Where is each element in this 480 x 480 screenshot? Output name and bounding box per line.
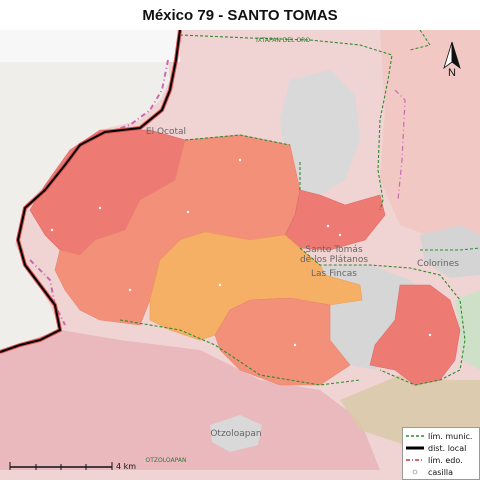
legend-item-district: dist. local: [406, 442, 476, 454]
label-otzoloapan: Otzoloapan: [210, 429, 261, 439]
legend-item-state: lím. edo.: [406, 454, 476, 466]
municipal-boundary-extra: [409, 30, 480, 251]
outside-district-area: [0, 60, 170, 350]
legend-swatch-state: [406, 459, 424, 461]
urban-area-otzoloapan: [210, 415, 262, 452]
legend-swatch-municipal: [406, 435, 424, 437]
map-title: México 79 - SANTO TOMAS: [142, 6, 338, 24]
map-legend: lím. munic. dist. local lím. edo. casill…: [402, 427, 480, 480]
district-boundary: [0, 30, 181, 353]
north-label: N: [448, 67, 456, 79]
urban-area-colorines: [420, 225, 480, 278]
label-colorines: Colorines: [417, 259, 459, 269]
casilla-points: [50, 158, 432, 347]
legend-label-municipal: lím. munic.: [428, 431, 473, 441]
northeast-region: [380, 30, 480, 250]
legend-label-casilla: casilla: [428, 467, 454, 477]
north-arrow-icon: N: [443, 41, 461, 79]
legend-label-district: dist. local: [428, 443, 467, 453]
section-santo-tomas: [284, 189, 386, 251]
map-svg: IXTAPAN DEL ORO El Ocotal Santo Tomás de…: [0, 30, 480, 480]
lower-region: [0, 330, 380, 470]
legend-swatch-district: [406, 446, 424, 450]
legend-item-casilla: casilla: [406, 466, 476, 478]
state-boundary-east: [394, 89, 406, 201]
legend-swatch-casilla: [412, 469, 418, 475]
legend-label-state: lím. edo.: [428, 455, 463, 465]
scale-label: 4 km: [116, 462, 136, 471]
municipal-boundary: [119, 34, 466, 386]
label-ixtapan: IXTAPAN DEL ORO: [256, 37, 310, 44]
section-south: [214, 297, 351, 386]
state-boundary: [29, 59, 169, 326]
label-santo-tomas-2: de los Plátanos: [300, 255, 368, 265]
label-el-ocotal: El Ocotal: [146, 127, 186, 137]
label-santo-tomas-1: Santo Tomás: [305, 245, 363, 255]
scale-bar-graphic: 4 km: [9, 462, 136, 471]
label-las-fincas: Las Fincas: [311, 269, 357, 279]
scale-bar: 4 km: [4, 458, 144, 476]
map-canvas[interactable]: IXTAPAN DEL ORO El Ocotal Santo Tomás de…: [0, 30, 480, 480]
legend-item-municipal: lím. munic.: [406, 430, 476, 442]
label-otzoloapan-caps: OTZOLOAPAN: [146, 457, 187, 464]
outside-district-top: [0, 30, 180, 62]
green-patch: [455, 290, 480, 370]
